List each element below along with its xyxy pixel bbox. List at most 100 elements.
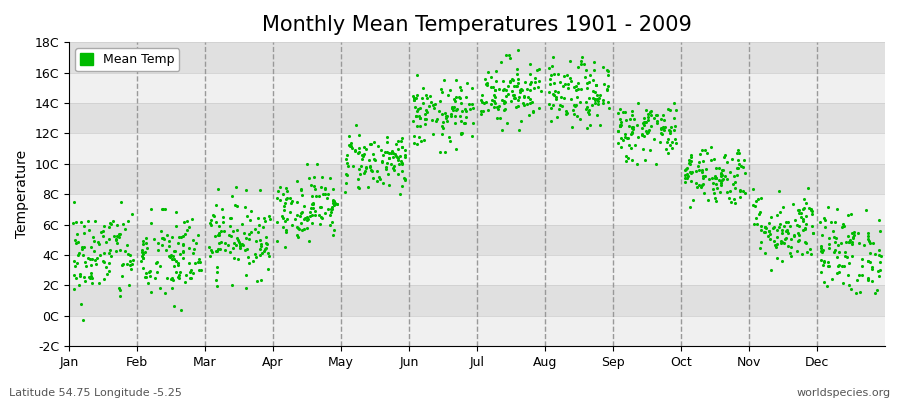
Point xyxy=(438,148,453,155)
Point xyxy=(94,229,108,235)
Point xyxy=(87,238,102,245)
Point xyxy=(526,109,540,116)
Point xyxy=(248,251,263,257)
Point xyxy=(780,227,795,234)
Point xyxy=(725,180,740,187)
Point xyxy=(686,197,700,203)
Point xyxy=(662,106,676,112)
Point xyxy=(374,147,388,153)
Point xyxy=(171,262,185,268)
Point xyxy=(698,173,712,179)
Point xyxy=(814,248,828,254)
Point xyxy=(500,87,514,93)
Point xyxy=(413,115,428,121)
Point xyxy=(581,95,596,101)
Point xyxy=(204,249,219,255)
Point xyxy=(520,86,535,93)
Point xyxy=(380,139,394,146)
Point xyxy=(861,230,876,236)
Point xyxy=(531,105,545,111)
Point xyxy=(713,189,727,195)
Point xyxy=(544,105,558,112)
Point xyxy=(76,252,90,258)
Point xyxy=(585,101,599,108)
Point xyxy=(124,266,139,272)
Point xyxy=(454,87,468,94)
Point xyxy=(730,172,744,178)
Point xyxy=(326,232,340,238)
Point xyxy=(72,250,86,256)
Point xyxy=(728,184,742,191)
Point xyxy=(104,253,119,259)
Point xyxy=(683,169,698,175)
Point xyxy=(857,241,871,248)
Point xyxy=(714,171,728,177)
Point xyxy=(663,130,678,136)
Point xyxy=(562,75,577,82)
Point xyxy=(160,275,175,281)
Point xyxy=(453,113,467,119)
Point xyxy=(554,103,569,110)
Point xyxy=(565,106,580,113)
Point xyxy=(443,87,457,93)
Point xyxy=(462,101,476,107)
Point xyxy=(488,100,502,107)
Point xyxy=(306,205,320,211)
Point xyxy=(292,226,306,232)
Point xyxy=(103,268,117,274)
Point xyxy=(238,204,252,210)
Point xyxy=(121,218,135,224)
Point xyxy=(626,116,641,122)
Point xyxy=(426,131,440,138)
Point xyxy=(194,267,208,273)
Point xyxy=(429,118,444,124)
Point xyxy=(853,288,868,295)
Point xyxy=(646,114,661,121)
Point xyxy=(375,180,390,186)
Point xyxy=(554,78,568,85)
Point xyxy=(178,279,193,286)
Point xyxy=(792,210,806,216)
Point xyxy=(395,161,410,167)
Point xyxy=(720,175,734,182)
Point xyxy=(176,233,190,239)
Point xyxy=(83,275,97,281)
Point xyxy=(102,236,116,242)
Point xyxy=(66,220,80,227)
Point xyxy=(398,151,412,158)
Point xyxy=(762,236,777,242)
Point xyxy=(625,111,639,118)
Point xyxy=(141,269,156,276)
Point xyxy=(386,163,400,170)
Point xyxy=(497,100,511,106)
Point xyxy=(566,102,580,108)
Point xyxy=(872,246,886,253)
Point xyxy=(573,58,588,64)
Point xyxy=(851,230,866,236)
Point xyxy=(293,220,308,226)
Point xyxy=(704,157,718,164)
Point xyxy=(136,250,150,257)
Point xyxy=(775,227,789,234)
Point xyxy=(818,217,832,223)
Point xyxy=(258,246,273,252)
Point xyxy=(255,250,269,256)
Point xyxy=(352,185,366,192)
Point xyxy=(748,202,762,209)
Point xyxy=(827,234,842,240)
Point xyxy=(500,120,514,126)
Point xyxy=(659,146,673,152)
Point xyxy=(344,140,358,146)
Point xyxy=(847,229,861,236)
Point xyxy=(254,240,268,247)
Point xyxy=(144,289,158,296)
Point xyxy=(534,87,548,94)
Point xyxy=(291,224,305,230)
Point xyxy=(250,278,265,284)
Bar xyxy=(69,42,885,72)
Point xyxy=(712,165,726,171)
Point xyxy=(523,81,537,87)
Point xyxy=(291,234,305,240)
Point xyxy=(271,188,285,194)
Point xyxy=(193,258,207,265)
